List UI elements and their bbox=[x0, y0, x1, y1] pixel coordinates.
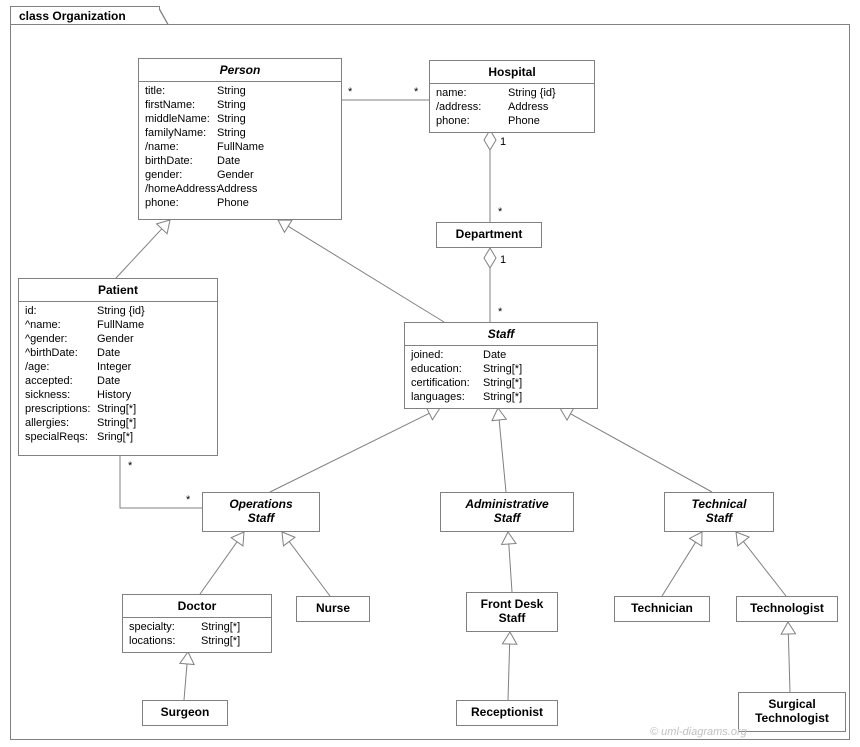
class-Doctor: Doctorspecialty:String[*]locations:Strin… bbox=[122, 594, 272, 653]
class-title: SurgicalTechnologist bbox=[739, 693, 845, 729]
class-title: Technologist bbox=[737, 597, 837, 619]
class-title: Technician bbox=[615, 597, 709, 619]
class-title: Doctor bbox=[123, 595, 271, 618]
class-title: Surgeon bbox=[143, 701, 227, 723]
class-Surgeon: Surgeon bbox=[142, 700, 228, 726]
multiplicity: 1 bbox=[500, 254, 506, 266]
class-title: Nurse bbox=[297, 597, 369, 619]
multiplicity: * bbox=[414, 86, 418, 98]
class-title: Hospital bbox=[430, 61, 594, 84]
class-attrs: joined:Dateeducation:String[*]certificat… bbox=[405, 346, 597, 408]
class-OperationsStaff: OperationsStaff bbox=[202, 492, 320, 532]
multiplicity: 1 bbox=[500, 136, 506, 148]
class-title: Patient bbox=[19, 279, 217, 302]
class-title: AdministrativeStaff bbox=[441, 493, 573, 529]
class-title: Person bbox=[139, 59, 341, 82]
class-Receptionist: Receptionist bbox=[456, 700, 558, 726]
class-title: TechnicalStaff bbox=[665, 493, 773, 529]
class-SurgicalTechnologist: SurgicalTechnologist bbox=[738, 692, 846, 732]
multiplicity: * bbox=[498, 206, 502, 218]
multiplicity: * bbox=[186, 494, 190, 506]
class-AdministrativeStaff: AdministrativeStaff bbox=[440, 492, 574, 532]
class-Staff: Staffjoined:Dateeducation:String[*]certi… bbox=[404, 322, 598, 409]
class-title: Staff bbox=[405, 323, 597, 346]
uml-class-diagram: class Organization Persontitle:Stringfir… bbox=[0, 0, 860, 747]
multiplicity: * bbox=[498, 306, 502, 318]
class-TechnicalStaff: TechnicalStaff bbox=[664, 492, 774, 532]
class-title: Receptionist bbox=[457, 701, 557, 723]
class-Hospital: Hospitalname:String {id}/address:Address… bbox=[429, 60, 595, 133]
frame-label: class Organization bbox=[19, 9, 126, 23]
watermark: © uml-diagrams.org bbox=[650, 726, 747, 738]
class-Nurse: Nurse bbox=[296, 596, 370, 622]
class-FrontDeskStaff: Front DeskStaff bbox=[466, 592, 558, 632]
class-Technologist: Technologist bbox=[736, 596, 838, 622]
class-attrs: name:String {id}/address:Addressphone:Ph… bbox=[430, 84, 594, 132]
class-Technician: Technician bbox=[614, 596, 710, 622]
class-title: Front DeskStaff bbox=[467, 593, 557, 629]
class-Department: Department bbox=[436, 222, 542, 248]
multiplicity: * bbox=[348, 86, 352, 98]
class-title: Department bbox=[437, 223, 541, 245]
class-title: OperationsStaff bbox=[203, 493, 319, 529]
class-Person: Persontitle:StringfirstName:Stringmiddle… bbox=[138, 58, 342, 220]
frame-tab: class Organization bbox=[10, 6, 160, 24]
multiplicity: * bbox=[128, 460, 132, 472]
class-attrs: specialty:String[*]locations:String[*] bbox=[123, 618, 271, 652]
class-attrs: title:StringfirstName:StringmiddleName:S… bbox=[139, 82, 341, 214]
class-Patient: Patientid:String {id}^name:FullName^gend… bbox=[18, 278, 218, 456]
class-attrs: id:String {id}^name:FullName^gender:Gend… bbox=[19, 302, 217, 448]
